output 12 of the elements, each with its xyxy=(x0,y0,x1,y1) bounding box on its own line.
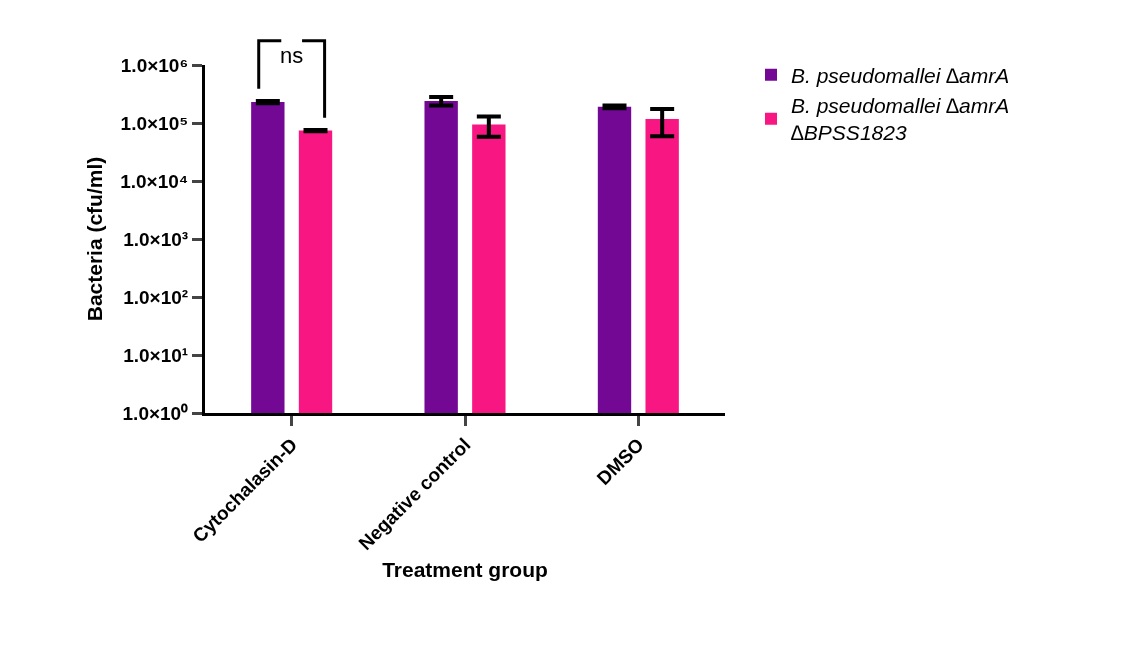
legend-label: B. pseudomallei ∆amrA ∆BPSS1823 xyxy=(791,94,1010,145)
y-tick-label: 1.0×10² xyxy=(123,286,189,308)
y-tick-label: 1.0×10⁶ xyxy=(120,54,189,76)
y-tick-label: 1.0×10³ xyxy=(123,228,189,250)
y-axis-title: Bacteria (cfu/ml) xyxy=(83,156,107,322)
y-tick-label: 1.0×10¹ xyxy=(123,344,189,366)
y-tick-label: 1.0×10⁰ xyxy=(122,402,189,424)
annotation: ns xyxy=(280,43,304,68)
y-tick-label: 1.0×10⁴ xyxy=(120,170,189,192)
x-axis-title: Treatment group xyxy=(382,558,548,582)
y-tick-label: 1.0×10⁵ xyxy=(120,112,189,134)
legend-label: B. pseudomallei ∆amrA xyxy=(791,63,1010,87)
